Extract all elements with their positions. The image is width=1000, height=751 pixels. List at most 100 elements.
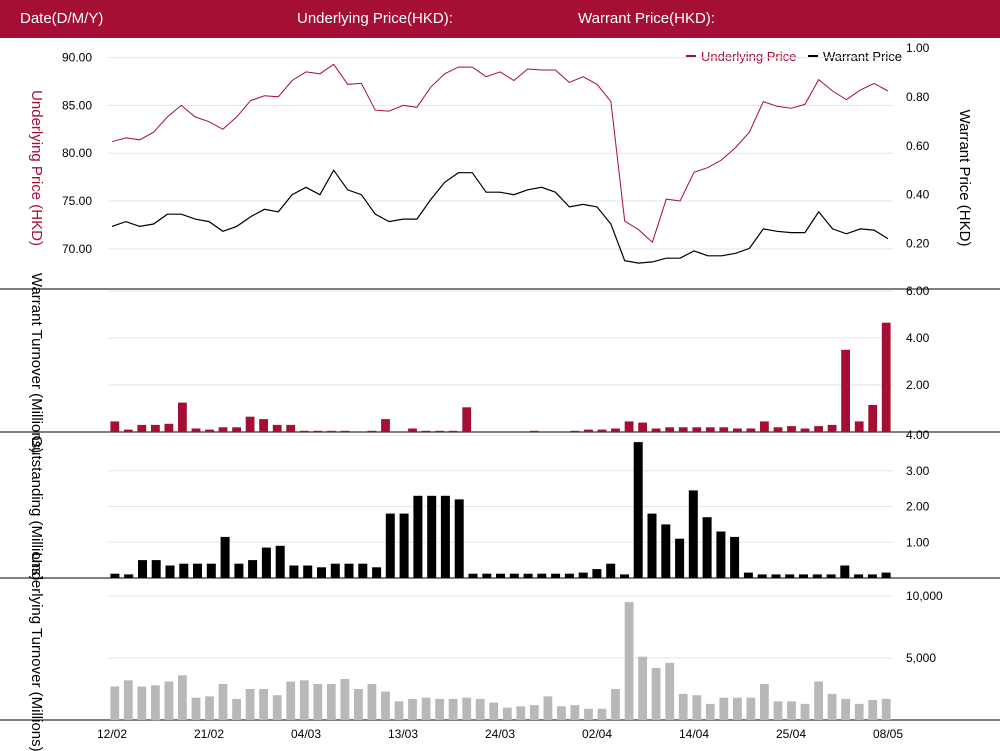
outstanding-bar xyxy=(193,563,202,578)
underlying-turnover-bar xyxy=(164,681,174,720)
warrant-turnover-bar xyxy=(326,430,336,432)
outstanding-bar xyxy=(427,495,437,578)
warrant-turnover-bar xyxy=(638,422,647,432)
warrant-turnover-bar xyxy=(164,423,174,432)
underlying-turnover-bar xyxy=(272,695,282,720)
warrant-turnover-bar xyxy=(367,430,377,432)
underlying-turnover-bar xyxy=(313,684,323,720)
underlying-turnover-bar xyxy=(123,680,133,720)
underlying-turnover-bar xyxy=(881,698,891,720)
y-tick-label: 75.00 xyxy=(62,194,92,208)
warrant-turnover-bar xyxy=(232,427,241,432)
x-tick-label: 14/04 xyxy=(679,727,709,741)
underlying-turnover-bar xyxy=(557,706,566,720)
outstanding-bar xyxy=(785,574,795,578)
underlying-turnover-bar xyxy=(584,708,593,720)
warrant-turnover-bar xyxy=(854,421,864,432)
warrant-turnover-bar xyxy=(814,426,823,432)
outstanding-bar xyxy=(317,567,326,578)
warrant-turnover-bar xyxy=(705,427,715,432)
underlying-turnover-bar xyxy=(773,701,783,720)
warrant-turnover-axis-label: Warrant Turnover (Millions) xyxy=(28,273,45,453)
warrant-turnover-bar xyxy=(245,416,255,432)
underlying-turnover-bar xyxy=(489,702,499,720)
warrant-turnover-bar xyxy=(137,424,147,432)
warrant-turnover-bar xyxy=(448,430,458,432)
outstanding-bar xyxy=(564,573,574,578)
warrant-turnover-bar xyxy=(178,402,187,432)
warrant-turnover-bar xyxy=(611,428,620,432)
y-tick-label: 3.00 xyxy=(906,464,930,478)
warrant-price-label: Warrant Price(HKD): xyxy=(578,10,715,27)
underlying-turnover-bar xyxy=(232,698,241,720)
outstanding-bar xyxy=(234,563,244,578)
warrant-turnover-bar xyxy=(787,426,796,432)
underlying-price-label: Underlying Price(HKD): xyxy=(297,10,453,27)
legend-underlying-label: Underlying Price xyxy=(701,49,796,64)
y-tick-label: 4.00 xyxy=(906,331,930,345)
underlying-turnover-bar xyxy=(814,681,823,720)
warrant-turnover-bar xyxy=(841,349,850,433)
y-tick-label: 5,000 xyxy=(906,651,936,665)
underlying-turnover-bar xyxy=(787,701,796,720)
outstanding-bar xyxy=(440,495,450,578)
underlying-price-axis-label: Underlying Price (HKD) xyxy=(28,90,45,246)
warrant-turnover-bar xyxy=(678,427,688,432)
warrant-turnover-bar xyxy=(421,430,431,432)
outstanding-bar xyxy=(482,573,492,578)
underlying-turnover-bar xyxy=(529,705,539,720)
outstanding-bar xyxy=(151,560,161,578)
y-tick-label: 70.00 xyxy=(62,242,92,256)
y-tick-label: 4.00 xyxy=(906,428,930,442)
outstanding-bar xyxy=(358,563,368,578)
outstanding-bar xyxy=(261,547,271,578)
x-tick-label: 24/03 xyxy=(485,727,515,741)
x-tick-label: 25/04 xyxy=(776,727,806,741)
warrant-turnover-bar xyxy=(827,424,837,432)
outstanding-bar xyxy=(578,572,588,578)
warrant-turnover-bar xyxy=(529,430,539,432)
underlying-turnover-bar xyxy=(394,701,404,720)
underlying-turnover-bar xyxy=(827,693,837,720)
outstanding-bar xyxy=(372,567,382,578)
underlying-turnover-bar xyxy=(408,698,417,720)
underlying-turnover-bar xyxy=(191,697,201,720)
underlying-turnover-bar xyxy=(367,684,377,720)
underlying-turnover-bar xyxy=(516,706,526,720)
underlying-turnover-bar xyxy=(705,703,715,720)
outstanding-bar xyxy=(647,513,657,578)
outstanding-bar xyxy=(757,574,767,578)
underlying-turnover-bar xyxy=(868,700,878,720)
x-tick-label: 08/05 xyxy=(873,727,903,741)
underlying-turnover-bar xyxy=(475,698,485,720)
y2-tick-label: 0.20 xyxy=(906,237,930,251)
x-tick-label: 21/02 xyxy=(194,727,224,741)
underlying-turnover-bar xyxy=(326,684,336,720)
outstanding-bar xyxy=(110,573,120,578)
underlying-turnover-bar xyxy=(381,691,390,720)
warrant-turnover-bar xyxy=(597,429,607,432)
underlying-turnover-bar xyxy=(624,602,634,720)
underlying-turnover-bar xyxy=(638,656,647,720)
warrant-turnover-bar xyxy=(299,430,309,432)
warrant-turnover-bar xyxy=(151,424,160,432)
warrant-turnover-bar xyxy=(123,429,133,432)
outstanding-bar xyxy=(688,490,698,578)
underlying-turnover-bar xyxy=(205,696,214,720)
underlying-turnover-bar xyxy=(340,679,350,720)
outstanding-bar xyxy=(289,565,299,578)
outstanding-bar xyxy=(551,573,561,578)
underlying-turnover-bar xyxy=(299,680,309,720)
outstanding-bar xyxy=(537,573,547,578)
outstanding-bar xyxy=(523,573,533,578)
underlying-turnover-axis-label: Underlying Turnover (Millions) xyxy=(28,552,45,751)
underlying-price-line xyxy=(111,63,889,244)
outstanding-bar xyxy=(592,569,602,578)
underlying-turnover-bar xyxy=(692,695,702,720)
underlying-turnover-bar xyxy=(841,698,850,720)
outstanding-bar xyxy=(661,524,671,578)
warrant-turnover-bar xyxy=(746,428,756,432)
outstanding-bar xyxy=(799,574,808,578)
underlying-turnover-bar xyxy=(733,697,742,720)
warrant-turnover-bar xyxy=(191,428,201,432)
